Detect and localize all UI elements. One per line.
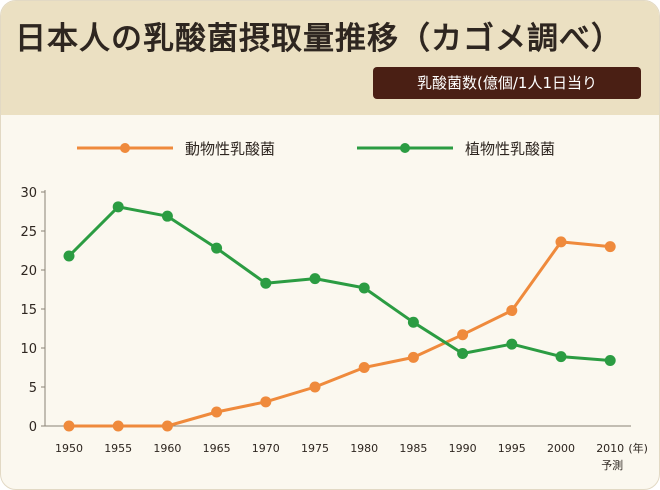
data-point-s2-1985: [407, 316, 419, 328]
data-point-s2-1980: [358, 282, 370, 294]
x-tick-label: 1955: [104, 442, 132, 455]
x-forecast-note: 予測: [601, 458, 623, 472]
x-tick-label: 1980: [350, 442, 378, 455]
data-point-s1-1975: [309, 381, 321, 393]
data-point-s1-2000: [555, 236, 567, 248]
series-lines: [67, 205, 611, 428]
y-tick-label: 10: [20, 342, 37, 357]
data-point-s2-1975: [309, 273, 321, 285]
x-tick-label: 2010: [596, 442, 624, 455]
legend-label-1: 動物性乳酸菌: [185, 140, 275, 158]
series-line-2: [67, 205, 611, 362]
data-point-s1-1970: [260, 396, 272, 408]
legend-marker-2: [400, 143, 410, 153]
data-point-s1-1955: [112, 420, 124, 432]
x-tick-label: 2000: [547, 442, 575, 455]
legend-label-2: 植物性乳酸菌: [465, 140, 555, 158]
y-tick-label: 0: [29, 420, 37, 435]
data-point-s2-1990: [457, 347, 469, 359]
chart-title: 日本人の乳酸菌摂取量推移（カゴメ調べ）: [15, 21, 623, 57]
unit-label: 乳酸菌数(億個/1人1日当り: [373, 67, 641, 99]
line-chart: 動物性乳酸菌 植物性乳酸菌 0 5 10 15 20 25 30 1950 1955 1960 196…: [20, 140, 648, 472]
x-tick-label: 1975: [301, 442, 329, 455]
x-tick-label: 1985: [399, 442, 427, 455]
x-unit-label: (年): [628, 441, 648, 455]
x-tick-label: 1970: [252, 442, 280, 455]
data-point-s2-1950: [63, 250, 75, 262]
data-point-s2-1960: [161, 210, 173, 222]
data-point-s2-2010: [604, 354, 616, 366]
data-point-s1-1995: [506, 305, 518, 317]
legend-marker-1: [120, 143, 130, 153]
data-point-s1-1980: [358, 362, 370, 373]
data-point-s2-1955: [112, 201, 124, 213]
axes: 0 5 10 15 20 25 30 1950 1955 1960 1965 1970 1975 1980…: [20, 186, 648, 472]
data-point-s2-1995: [506, 338, 518, 350]
data-point-s1-1950: [63, 420, 75, 432]
data-point-s1-1960: [161, 420, 173, 432]
y-tick-label: 5: [29, 381, 37, 396]
data-point-s1-1985: [407, 351, 419, 363]
data-point-s2-2000: [555, 351, 567, 363]
x-tick-label: 1995: [498, 442, 526, 455]
y-tick-label: 20: [20, 264, 37, 279]
data-point-s1-1965: [211, 406, 223, 418]
data-point-s2-1965: [211, 242, 223, 254]
x-tick-label: 1965: [203, 442, 231, 455]
chart-header: 日本人の乳酸菌摂取量推移（カゴメ調べ） 乳酸菌数(億個/1人1日当り: [1, 1, 659, 115]
data-points: [63, 201, 616, 432]
y-tick-label: 30: [20, 186, 37, 201]
x-tick-label: 1990: [449, 442, 477, 455]
y-tick-label: 15: [20, 303, 37, 318]
data-point-s1-2010: [604, 241, 616, 253]
y-tick-label: 25: [20, 225, 37, 240]
data-point-s2-1970: [260, 277, 272, 289]
data-point-s1-1990: [457, 329, 469, 341]
x-tick-label: 1960: [153, 442, 181, 455]
legend: 動物性乳酸菌 植物性乳酸菌: [77, 140, 555, 158]
x-tick-label: 1950: [55, 442, 83, 455]
series-line-1: [69, 240, 611, 428]
